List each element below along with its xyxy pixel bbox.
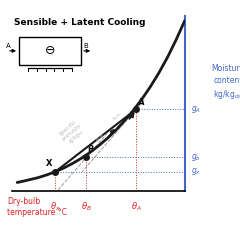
Text: hₑ=: hₑ= — [112, 111, 123, 122]
Text: $g_x$: $g_x$ — [191, 166, 201, 177]
Text: $g_A$: $g_A$ — [191, 104, 201, 115]
Text: ⊖: ⊖ — [45, 44, 55, 57]
Text: hₒ=: hₒ= — [95, 133, 106, 143]
Text: $\theta_x$: $\theta_x$ — [50, 200, 60, 213]
Text: B: B — [84, 43, 88, 49]
Text: X: X — [46, 159, 52, 168]
Text: B: B — [87, 145, 94, 154]
Text: $g_b$: $g_b$ — [191, 152, 201, 163]
Text: Moisture
content
kg/kg$_{da}$: Moisture content kg/kg$_{da}$ — [211, 64, 240, 101]
Text: $\theta_A$: $\theta_A$ — [131, 200, 142, 213]
Text: Specific
enthalpy
kJ/kgₐₐ: Specific enthalpy kJ/kgₐₐ — [58, 118, 87, 146]
Text: $\theta_B$: $\theta_B$ — [81, 200, 92, 213]
Text: Dry-bulb
temperature °C: Dry-bulb temperature °C — [7, 197, 67, 217]
Text: Sensible + Latent Cooling: Sensible + Latent Cooling — [14, 18, 146, 27]
Text: A: A — [6, 43, 11, 49]
Text: A: A — [138, 99, 145, 108]
